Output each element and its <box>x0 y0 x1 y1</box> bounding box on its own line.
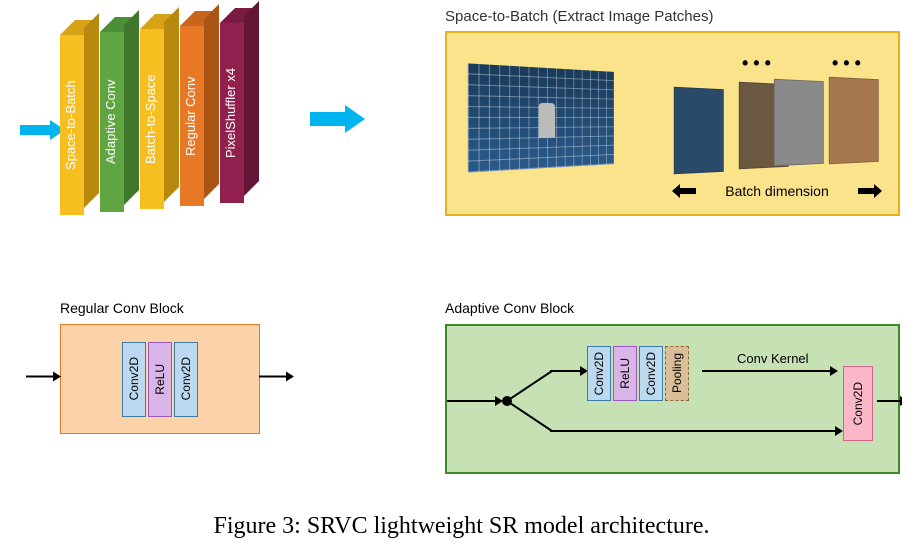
arrow-left-icon <box>672 184 696 198</box>
regular-conv-box: Conv2D ReLU Conv2D <box>60 324 260 434</box>
output-arrow <box>310 105 365 138</box>
ellipsis-icon: • • • <box>832 53 861 74</box>
patch-stack: • • • • • • <box>672 53 892 173</box>
input-image-grid <box>468 63 614 172</box>
model-layer-stack: Space-to-BatchAdaptive ConvBatch-to-Spac… <box>60 20 320 230</box>
final-conv2d-block: Conv2D <box>843 366 873 441</box>
relu-block: ReLU <box>613 346 637 401</box>
space-to-batch-panel: Space-to-Batch (Extract Image Patches) •… <box>445 8 900 223</box>
batch-dim-label: Batch dimension <box>725 183 829 199</box>
figure-container: Space-to-BatchAdaptive ConvBatch-to-Spac… <box>0 0 923 552</box>
image-patch <box>829 77 879 165</box>
arrow-right-icon <box>259 370 294 384</box>
image-patch <box>774 79 824 167</box>
adaptive-conv-box: Conv2D ReLU Conv2D Pooling Conv Kernel C… <box>445 324 900 474</box>
relu-block: ReLU <box>148 342 172 417</box>
grid-figure-icon <box>539 103 555 138</box>
stb-title: Space-to-Batch (Extract Image Patches) <box>445 8 900 25</box>
upper-branch: Conv2D ReLU Conv2D Pooling <box>587 346 689 401</box>
arrow-right-icon <box>26 370 61 384</box>
conv2d-block: Conv2D <box>174 342 198 417</box>
conv-kernel-label: Conv Kernel <box>737 351 809 366</box>
regular-title: Regular Conv Block <box>60 300 260 316</box>
batch-dimension-indicator: Batch dimension <box>672 183 882 199</box>
pooling-block: Pooling <box>665 346 689 401</box>
branch-node <box>502 396 512 406</box>
conv2d-block: Conv2D <box>587 346 611 401</box>
conv2d-block: Conv2D <box>122 342 146 417</box>
block-output-arrow <box>259 370 294 389</box>
grid-image <box>468 63 614 172</box>
adaptive-title: Adaptive Conv Block <box>445 300 900 316</box>
figure-caption: Figure 3: SRVC lightweight SR model arch… <box>0 513 923 540</box>
arrow-right-icon <box>858 184 882 198</box>
input-arrow <box>20 120 65 145</box>
block-input-arrow <box>26 370 61 389</box>
conv2d-block: Conv2D <box>639 346 663 401</box>
arrow-right-icon <box>20 120 65 140</box>
image-patch <box>674 87 724 175</box>
adaptive-conv-block: Adaptive Conv Block <box>445 300 900 474</box>
ellipsis-icon: • • • <box>742 53 771 74</box>
stb-box: • • • • • • Batch dimension <box>445 31 900 216</box>
regular-conv-block: Regular Conv Block Conv2D ReLU Conv2D <box>60 300 260 434</box>
arrow-right-icon <box>310 105 365 133</box>
